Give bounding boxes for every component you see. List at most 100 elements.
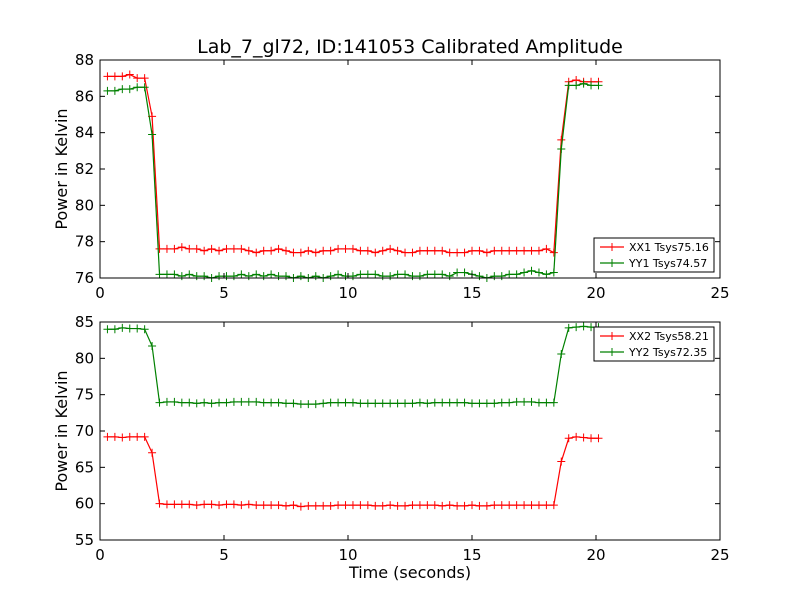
data-point xyxy=(520,268,529,277)
data-point xyxy=(177,500,186,509)
data-point xyxy=(371,248,380,257)
y-tick-label: 65 xyxy=(75,458,94,476)
data-point xyxy=(296,400,305,409)
data-point xyxy=(408,248,417,257)
data-point xyxy=(162,500,171,509)
data-point xyxy=(311,272,320,281)
y-tick-label: 84 xyxy=(75,124,94,142)
data-point xyxy=(393,399,402,408)
data-point xyxy=(475,501,484,510)
data-point xyxy=(363,501,372,510)
data-point xyxy=(579,433,588,442)
data-point xyxy=(557,349,566,358)
data-point xyxy=(401,399,410,408)
y-tick-label: 75 xyxy=(75,386,94,404)
data-point xyxy=(185,270,194,279)
y-tick-label: 55 xyxy=(75,531,94,549)
data-point xyxy=(304,246,313,255)
data-point xyxy=(125,432,134,441)
data-point xyxy=(549,248,558,257)
data-point xyxy=(140,74,149,83)
data-point xyxy=(505,398,514,407)
data-point xyxy=(438,246,447,255)
data-point xyxy=(170,244,179,253)
data-point xyxy=(445,248,454,257)
data-point xyxy=(415,398,424,407)
data-point xyxy=(162,244,171,253)
data-point xyxy=(185,398,194,407)
data-point xyxy=(103,432,112,441)
data-point xyxy=(438,270,447,279)
data-point xyxy=(125,70,134,79)
data-point xyxy=(378,399,387,408)
data-point xyxy=(497,246,506,255)
data-point xyxy=(356,501,365,510)
data-point xyxy=(482,248,491,257)
data-point xyxy=(356,399,365,408)
data-point xyxy=(341,244,350,253)
data-point xyxy=(415,501,424,510)
data-point xyxy=(326,246,335,255)
data-point xyxy=(326,272,335,281)
data-point xyxy=(401,270,410,279)
data-point xyxy=(304,400,313,409)
data-point xyxy=(542,244,551,253)
data-point xyxy=(282,246,290,255)
data-point xyxy=(192,399,201,408)
data-point xyxy=(185,500,194,509)
data-point xyxy=(490,246,499,255)
data-point xyxy=(363,270,372,279)
data-point xyxy=(520,246,529,255)
data-point xyxy=(237,501,246,510)
data-point xyxy=(289,399,298,408)
data-point xyxy=(453,398,462,407)
x-tick-label: 20 xyxy=(586,546,605,564)
data-point xyxy=(170,270,179,279)
data-point xyxy=(356,246,365,255)
data-point xyxy=(222,244,231,253)
data-point xyxy=(259,246,268,255)
data-point xyxy=(155,244,164,253)
data-point xyxy=(177,243,186,252)
data-point xyxy=(430,246,439,255)
legend-label: YY1 Tsys74.57 xyxy=(628,257,707,270)
data-point xyxy=(549,398,558,407)
data-point xyxy=(118,85,127,94)
data-point xyxy=(423,246,432,255)
y-tick-label: 80 xyxy=(75,349,94,367)
data-point xyxy=(371,501,380,510)
data-point xyxy=(133,324,142,333)
data-point xyxy=(564,323,573,332)
data-point xyxy=(534,398,543,407)
data-point xyxy=(371,399,380,408)
data-point xyxy=(557,135,566,144)
data-point xyxy=(549,268,558,277)
data-point xyxy=(587,81,596,90)
data-point xyxy=(148,130,157,139)
data-point xyxy=(348,244,357,253)
legend-label: YY2 Tsys72.35 xyxy=(628,346,707,359)
data-point xyxy=(527,501,536,510)
data-point xyxy=(534,246,543,255)
data-point xyxy=(594,434,603,443)
data-point xyxy=(371,270,380,279)
x-tick-label: 5 xyxy=(219,284,229,302)
x-tick-label: 20 xyxy=(586,284,605,302)
y-axis-label-0: Power in Kelvin xyxy=(52,108,71,229)
data-point xyxy=(252,397,261,406)
data-point xyxy=(110,72,119,81)
data-point xyxy=(103,86,112,95)
data-point xyxy=(170,500,179,509)
data-point xyxy=(542,398,551,407)
data-point xyxy=(386,272,395,281)
data-point xyxy=(527,246,536,255)
data-point xyxy=(118,433,127,442)
data-point xyxy=(177,272,186,281)
data-point xyxy=(579,79,588,88)
data-point xyxy=(334,398,343,407)
data-point xyxy=(438,398,447,407)
data-point xyxy=(110,432,119,441)
data-point xyxy=(319,501,328,510)
y-tick-label: 76 xyxy=(75,269,94,287)
data-point xyxy=(520,501,529,510)
